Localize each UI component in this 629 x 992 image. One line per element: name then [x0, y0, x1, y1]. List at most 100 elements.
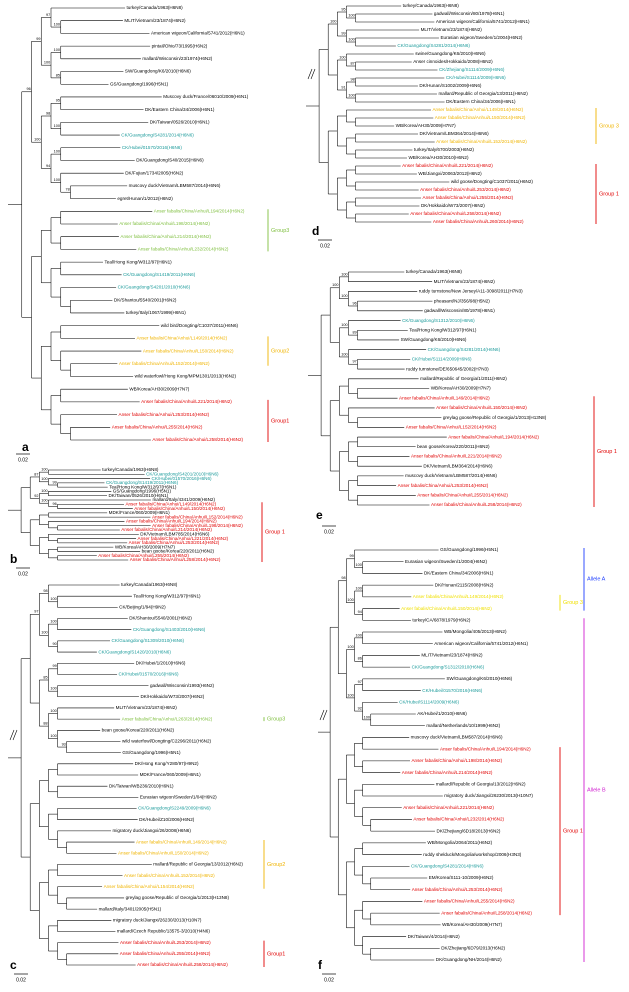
leaf-label: turkey/Canada/1963(H6N8) — [121, 582, 178, 587]
leaf-label: mallard/Republic of Georgia/13/2011(H6N2… — [438, 91, 528, 96]
leaf-label: Muscovy duck/France/06010/2009(H6N1) — [163, 94, 248, 99]
allele-label: Allele B — [587, 788, 606, 794]
group-label: Group2 — [267, 862, 285, 868]
leaf-label: Anser fabalis/China/Anhui/L152/2014(H6N2… — [406, 425, 497, 430]
bootstrap-value: 100 — [41, 631, 47, 635]
leaf-label: turkey/Canada/1963(H6N8) — [102, 467, 159, 472]
leaf-label: Eurasian wigeon/Sweden/1/04(H6N2) — [140, 795, 217, 800]
leaf-label: gadwall/Wisconsin/1993(H6N2) — [150, 683, 215, 688]
leaf-label: GS/Guangdong/1996(H5N1) — [122, 750, 181, 755]
bootstrap-value: 100 — [339, 55, 345, 59]
leaf-label: WB/Mongolia/2064/2011(H6N2) — [427, 840, 492, 845]
leaf-label: WB/Jiangxi/20063/2012(H6N2) — [418, 171, 482, 176]
leaf-label: MLIT/Vietnam/23/1874(H6N2) — [421, 653, 483, 658]
bootstrap-value: 96 — [26, 87, 30, 91]
leaf-label: CK/Hubei/01570/2016(H6N6) — [122, 145, 182, 150]
bootstrap-value: 100 — [348, 13, 354, 17]
leaf-label: DK/Vietnam/LBM364/2014(H6N6) — [423, 463, 493, 468]
leaf-label: turkey/Canada/1963(H6N8) — [127, 5, 184, 10]
leaf-label: WB/Korea/AH30/2009(H7N7) — [115, 544, 175, 549]
leaf-label: Anser fabalis/China/Anhui/L149/2014(H6N2… — [136, 336, 227, 341]
leaf-label: CK/Guangdong/S1419/2011(H6N6) — [123, 272, 196, 277]
leaf-label: Anser fabalis/China/Anhui/L194/2014(H6N2… — [440, 746, 531, 751]
leaf-label: Anser fabalis/China/Anhui/L214/2014(H6N2… — [121, 527, 212, 532]
leaf-label: Anser fabalis/China/Anhui/L221/2014(H6N2… — [411, 454, 502, 459]
bootstrap-value: 100 — [54, 124, 60, 128]
bootstrap-value: 91 — [341, 85, 345, 89]
group-label: Group1 — [271, 418, 289, 424]
bootstrap-value: 87 — [350, 61, 354, 65]
leaf-label: Anser fabalis/China/Anhui/L232/2014(H6N2… — [138, 247, 229, 252]
bootstrap-value: 100 — [34, 138, 40, 142]
leaf-label: pintail/Ohio/73/1995(H6N2) — [152, 43, 208, 48]
bootstrap-value: 99 — [52, 480, 56, 484]
leaf-label: Anser fabalis/China/Anhui/L149/2014(H6N2… — [432, 107, 523, 112]
group-label: Group1 — [267, 951, 285, 957]
leaf-label: Anser fabalis/China/Anhui/L253/2014(H6N2… — [412, 887, 503, 892]
leaf-label: Anser fabalis/China/Anhui/L258/2014(H6N2… — [441, 910, 532, 915]
leaf-label: Anser fabalis/China/Anhui/L152/2014(H6N2… — [436, 139, 527, 144]
leaf-label: migratory duck/Jiangxi/26230/2013(H10N7) — [444, 793, 533, 798]
scale-label: 0.02 — [320, 243, 330, 249]
leaf-label: Anser fabalis/China/Anhui/L198/2014(H6N2… — [119, 221, 210, 226]
leaf-label: DK/Vietnam/LBM364/2014(H6N6) — [420, 131, 490, 136]
bootstrap-value: 100 — [41, 477, 47, 481]
leaf-label: DK/Hubei/1/2010(H6N6) — [136, 660, 186, 665]
bootstrap-value: 98 — [46, 111, 50, 115]
bootstrap-value: 96 — [352, 301, 356, 305]
leaf-label: MLIT/Vietnam/23/1874(H6N2) — [116, 705, 178, 710]
leaf-label: muscovy duck/Vietnam/LBM587/2014(H6N6) — [411, 735, 503, 740]
leaf-label: greylag goose/Republic of Georgia/1/2013… — [126, 895, 230, 900]
bootstrap-value: 100 — [341, 294, 347, 298]
leaf-label: Anser fabalis/China/Anhui/L214/2014(H6N2… — [402, 770, 493, 775]
group-label: Group 3 — [599, 123, 619, 129]
leaf-label: Anser fabalis/China/Anhui/L263/2014(H6N2… — [122, 716, 213, 721]
leaf-label: mallard/Czech Republic/13575-3/2010(H4N6… — [117, 929, 210, 934]
break-mark — [310, 68, 316, 80]
leaf-label: MDK/France/060/2009(H6N1) — [140, 772, 201, 777]
leaf-label: Teal/Hong Kong/W312/97(H6N1) — [105, 259, 173, 264]
leaf-label: MDK/France/060/2009(H6N1) — [109, 510, 170, 515]
bootstrap-value: 100 — [50, 734, 56, 738]
bootstrap-value: 99 — [341, 31, 345, 35]
leaf-label: Anser fabalis/China/Anhui/L150/2014(H6N2… — [134, 506, 225, 511]
break-mark — [9, 729, 15, 741]
leaf-label: bean goose/Korea/220/2011(H6N2) — [142, 549, 215, 554]
bootstrap-value: 98 — [43, 589, 47, 593]
leaf-label: SW/Guangdong/K6/2010(H6N6) — [446, 676, 512, 681]
leaf-label: turkey/Canada/1963(H6N8) — [403, 3, 460, 8]
leaf-label: Anser fabalis/China/Anhui/L260/2014(H6N2… — [433, 219, 524, 224]
bootstrap-value: 100 — [41, 489, 47, 493]
leaf-label: mallard/Republic of Georgia/1/2011(H6N2) — [420, 376, 507, 381]
leaf-label: DK/Taiwan/0526/2010(H6N1) — [108, 493, 168, 498]
leaf-label: Teal/Hong Kong/W312/97(H6N1) — [133, 593, 201, 598]
leaf-label: Anser fabalis/China/Anhui/L150/2014(H6N2… — [118, 850, 209, 855]
leaf-label: Anser fabalis/China/Anhui/L255/2014(H6N2… — [98, 553, 189, 558]
bootstrap-value: 92 — [358, 706, 362, 710]
scale-label: 0.02 — [18, 571, 28, 577]
leaf-label: Anser fabalis/China/Anhui/L258/2014(H6N2… — [152, 437, 243, 442]
leaf-label: GS/Guangdong/1996(H5N1) — [113, 489, 172, 494]
leaf-label: Anser fabalis/China/Anhui/L198/2014(H6N2… — [152, 523, 243, 528]
break-mark — [322, 709, 328, 721]
bootstrap-value: 90 — [52, 642, 56, 646]
scale-label: 0.02 — [18, 457, 28, 463]
leaf-label: DK/Fujian/1734/2005(H6N2) — [125, 170, 183, 175]
leaf-label: Anser fabalis/China/Anhui/L221/2014(H6N2… — [402, 163, 493, 168]
leaf-label: CK/Hubei/01570/2016(H6N6) — [152, 476, 212, 481]
leaf-label: Eurasian wigeon/Sweden/1/2004(H6N2) — [440, 35, 522, 40]
leaf-label: SW/Guangdong/K6/2010(H6N6) — [125, 69, 191, 74]
bootstrap-value: 100 — [332, 283, 338, 287]
leaf-label: DK/Vietnam/LBM785/2014(H6N6) — [140, 532, 210, 537]
leaf-label: turkey/Italy/1067/1999(H6N1) — [126, 310, 186, 315]
leaf-label: Anser cinnoides/Hokkaido/2008(H6N2) — [413, 59, 493, 64]
leaf-label: Anser fabalis/China/Anhui/L152/2014(H6N2… — [119, 361, 210, 366]
leaf-label: MLIT/Vietnam/23/1874(H6N2) — [124, 18, 186, 23]
panel-letter: c — [10, 958, 17, 972]
leaf-label: pheasant/NJ/356/98(H5N2) — [434, 298, 490, 303]
leaf-label: DK/Zhejiang/6D79/2013(H6N2) — [441, 946, 505, 951]
group-label: Group 3 — [563, 600, 583, 606]
group-label: Group 1 — [563, 829, 583, 835]
leaf-label: wild bird/Dongting/C1037/2011(H6N6) — [161, 323, 239, 328]
leaf-label: turkey/CA/6878/1979(H6N2) — [412, 618, 470, 623]
